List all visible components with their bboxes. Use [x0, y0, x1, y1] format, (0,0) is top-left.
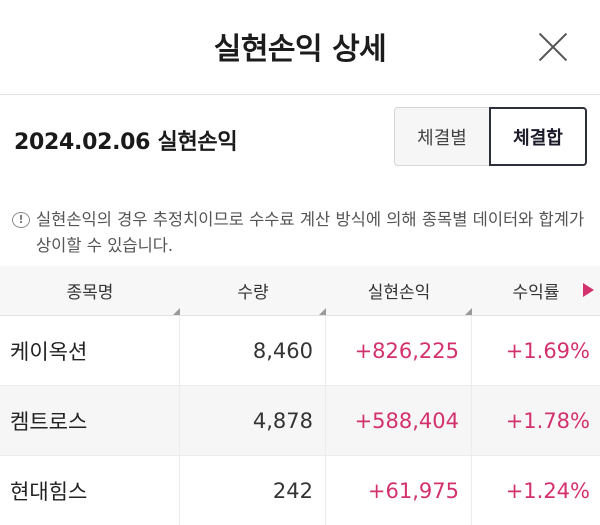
- return-rate: +1.69%: [505, 338, 590, 363]
- view-toggle: 체결별 체결합: [394, 107, 587, 166]
- column-header-pnl[interactable]: 실현손익: [326, 266, 472, 315]
- stock-name: 현대힘스: [0, 456, 180, 525]
- sort-indicator-icon: [173, 308, 180, 315]
- column-header-label: 수익률: [512, 283, 560, 303]
- info-icon: !: [12, 212, 30, 228]
- page-title: 실현손익 상세: [213, 32, 387, 67]
- quantity: 242: [180, 456, 326, 525]
- column-header-name[interactable]: 종목명: [0, 266, 180, 315]
- realized-pnl: +61,975: [326, 456, 472, 525]
- return-rate: +1.78%: [505, 408, 590, 433]
- stock-name: 케이옥션: [0, 316, 180, 385]
- table-header: 종목명 수량 실현손익 수익률: [0, 266, 600, 316]
- notice: ! 실현손익의 경우 추정치이므로 수수료 계산 방식에 의해 종목별 데이터와…: [12, 207, 592, 259]
- realized-pnl-table: 종목명 수량 실현손익 수익률 케이옥션 8,460 +826,225 +1.6…: [0, 266, 600, 525]
- tab-by-execution[interactable]: 체결별: [394, 107, 489, 166]
- table-row[interactable]: 케이옥션 8,460 +826,225 +1.69%: [0, 316, 600, 386]
- stock-name: 켐트로스: [0, 386, 180, 455]
- tab-execution-total[interactable]: 체결합: [489, 107, 587, 166]
- table-row[interactable]: 현대힘스 242 +61,975 +1.24%: [0, 456, 600, 525]
- column-header-label: 종목명: [66, 283, 114, 303]
- summary-bar: 2024.02.06 실현손익 체결별 체결합: [0, 95, 600, 185]
- modal-header: 실현손익 상세: [0, 0, 600, 95]
- table-row[interactable]: 켐트로스 4,878 +588,404 +1.78%: [0, 386, 600, 456]
- quantity: 8,460: [180, 316, 326, 385]
- date-title: 2024.02.06 실현손익: [14, 130, 238, 155]
- return-rate: +1.24%: [505, 478, 590, 503]
- column-header-label: 실현손익: [367, 283, 431, 303]
- realized-pnl: +588,404: [326, 386, 472, 455]
- realized-pnl: +826,225: [326, 316, 472, 385]
- column-header-rate[interactable]: 수익률: [472, 266, 600, 315]
- scroll-right-arrow-icon[interactable]: [583, 283, 594, 297]
- notice-text: 실현손익의 경우 추정치이므로 수수료 계산 방식에 의해 종목별 데이터와 합…: [36, 210, 585, 255]
- column-header-qty[interactable]: 수량: [180, 266, 326, 315]
- quantity: 4,878: [180, 386, 326, 455]
- sort-indicator-icon: [465, 308, 472, 315]
- sort-indicator-icon: [319, 308, 326, 315]
- column-header-label: 수량: [237, 283, 269, 303]
- close-icon[interactable]: [533, 27, 573, 67]
